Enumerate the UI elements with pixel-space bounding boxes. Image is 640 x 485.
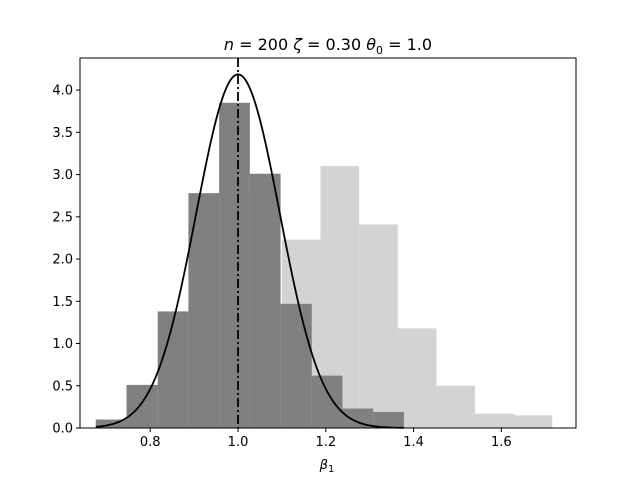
y-tick-label-7: 3.5 [52, 126, 73, 141]
y-tick-label-4: 2.0 [52, 253, 73, 268]
light-bar-10 [513, 415, 553, 428]
light-bar-8 [436, 385, 476, 428]
x-axis-ticks: 0.8 1.0 1.2 1.4 1.6 [140, 428, 512, 450]
x-tick-label-1: 1.0 [228, 435, 249, 450]
plot-frame [79, 57, 577, 429]
title-theta-symbol: θ [366, 35, 376, 54]
dark-bar-2 [157, 311, 189, 428]
x-axis-label: β1 [319, 458, 335, 475]
title-n-symbol: n [224, 35, 234, 54]
x-tick-label-0: 0.8 [140, 435, 161, 450]
y-tick-label-0: 0.0 [52, 422, 73, 437]
y-tick-label-1: 0.5 [52, 379, 73, 394]
dark-bar-3 [188, 193, 220, 428]
light-bar-6 [359, 224, 398, 428]
title-theta-subscript: 0 [376, 44, 383, 57]
x-tick-label-4: 1.6 [491, 435, 512, 450]
title-n-value: = 200 [234, 35, 293, 54]
dark-bar-5 [249, 173, 281, 428]
y-tick-label-5: 2.5 [52, 210, 73, 225]
y-tick-label-6: 3.0 [52, 168, 73, 183]
y-tick-label-8: 4.0 [52, 84, 73, 99]
dark-bar-7 [311, 375, 343, 428]
x-tick-label-2: 1.2 [315, 435, 336, 450]
title-zeta-symbol: ζ [292, 35, 303, 54]
title-theta-value: = 1.0 [383, 35, 432, 54]
dark-bar-9 [373, 411, 404, 428]
dark-bar-8 [342, 408, 374, 428]
x-tick-label-3: 1.4 [403, 435, 424, 450]
x-axis-label-subscript: 1 [328, 464, 334, 475]
y-axis-ticks: 0.0 0.5 1.0 1.5 2.0 2.5 3.0 3.5 4.0 [52, 84, 80, 437]
dark-bar-6 [280, 303, 312, 428]
dark-histogram-series [95, 102, 404, 428]
chart-title: n = 200 ζ = 0.30 θ0 = 1.0 [224, 35, 432, 57]
light-bar-7 [397, 328, 437, 428]
title-zeta-value: = 0.30 [302, 35, 366, 54]
dark-bar-4 [219, 102, 250, 428]
dark-bar-1 [126, 384, 158, 428]
y-tick-label-3: 1.5 [52, 295, 73, 310]
x-axis-label-symbol: β [319, 458, 328, 473]
y-tick-label-2: 1.0 [52, 337, 73, 352]
light-bar-9 [475, 413, 514, 428]
density-curve [95, 73, 404, 429]
